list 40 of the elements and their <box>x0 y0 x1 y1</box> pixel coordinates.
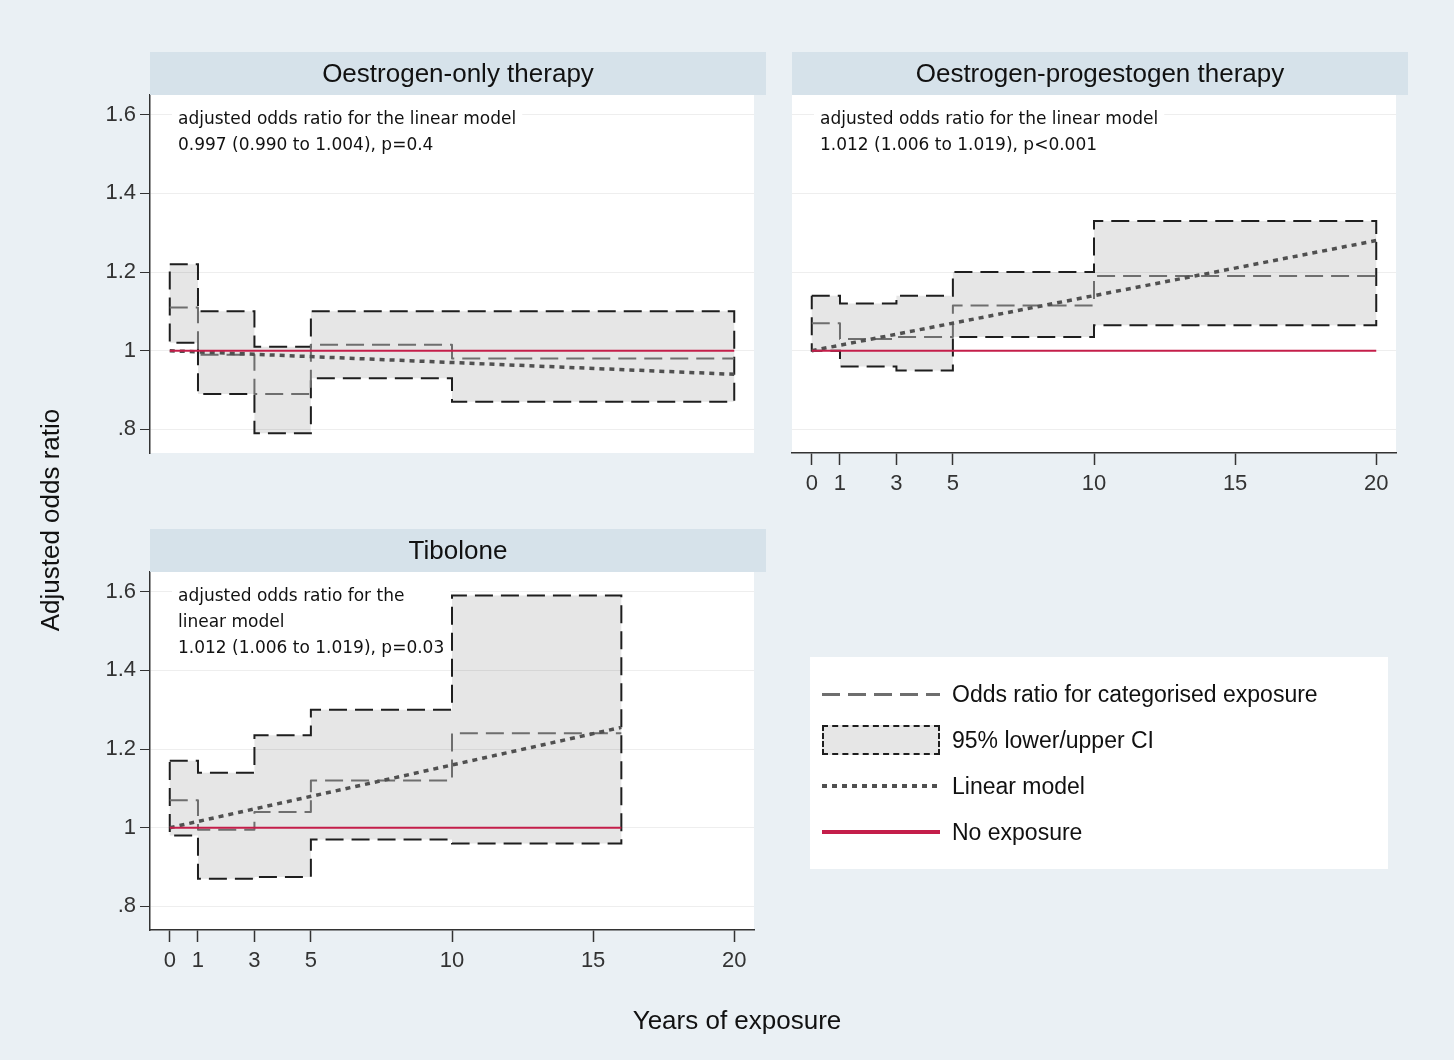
y-axis-title: Adjusted odds ratio <box>34 408 66 632</box>
annotation: adjusted odds ratio for the <box>178 584 405 605</box>
y-tick-label: 1.6 <box>105 100 136 126</box>
annotation: adjusted odds ratio for the linear model <box>178 107 517 128</box>
y-tick-label: 1.2 <box>105 258 136 284</box>
y-tick-label: 1.6 <box>105 577 136 603</box>
x-tick-label: 1 <box>833 470 847 496</box>
x-tick-label: 10 <box>1081 470 1107 496</box>
annotation: linear model <box>178 610 285 631</box>
chart-title: Tibolone <box>150 529 766 572</box>
y-tick-label: .8 <box>117 892 136 918</box>
x-tick-label: 0 <box>163 947 176 973</box>
x-axis-title: Years of exposure <box>632 1004 842 1036</box>
legend-label: No exposure <box>952 818 1083 846</box>
y-tick-label: .8 <box>117 415 136 441</box>
legend-label: Odds ratio for categorised exposure <box>952 680 1318 708</box>
x-tick-label: 20 <box>1364 470 1389 496</box>
y-tick-label: 1 <box>123 813 136 839</box>
chart-title: Oestrogen-only therapy <box>150 52 766 95</box>
x-tick-label: 20 <box>722 947 747 973</box>
x-tick-label: 15 <box>1222 470 1248 496</box>
x-tick-label: 3 <box>890 470 903 496</box>
x-tick-label: 3 <box>248 947 261 973</box>
y-tick-label: 1.2 <box>105 735 136 761</box>
x-tick-label: 0 <box>805 470 818 496</box>
x-tick-label: 10 <box>439 947 465 973</box>
y-tick-label: 1 <box>123 336 136 362</box>
annotation: adjusted odds ratio for the linear model <box>820 107 1159 128</box>
x-tick-label: 1 <box>191 947 205 973</box>
legend-label: Linear model <box>952 772 1085 800</box>
x-tick-label: 15 <box>580 947 606 973</box>
annotation: 1.012 (1.006 to 1.019), p<0.001 <box>820 133 1098 154</box>
y-tick-label: 1.4 <box>105 179 136 205</box>
x-tick-label: 5 <box>946 470 959 496</box>
y-tick-label: 1.4 <box>105 656 136 682</box>
chart-title: Oestrogen-progestogen therapy <box>792 52 1408 95</box>
legend-label: 95% lower/upper CI <box>952 726 1154 754</box>
annotation: 1.012 (1.006 to 1.019), p=0.03 <box>178 636 445 657</box>
annotation: 0.997 (0.990 to 1.004), p=0.4 <box>178 133 434 154</box>
x-tick-label: 5 <box>304 947 317 973</box>
